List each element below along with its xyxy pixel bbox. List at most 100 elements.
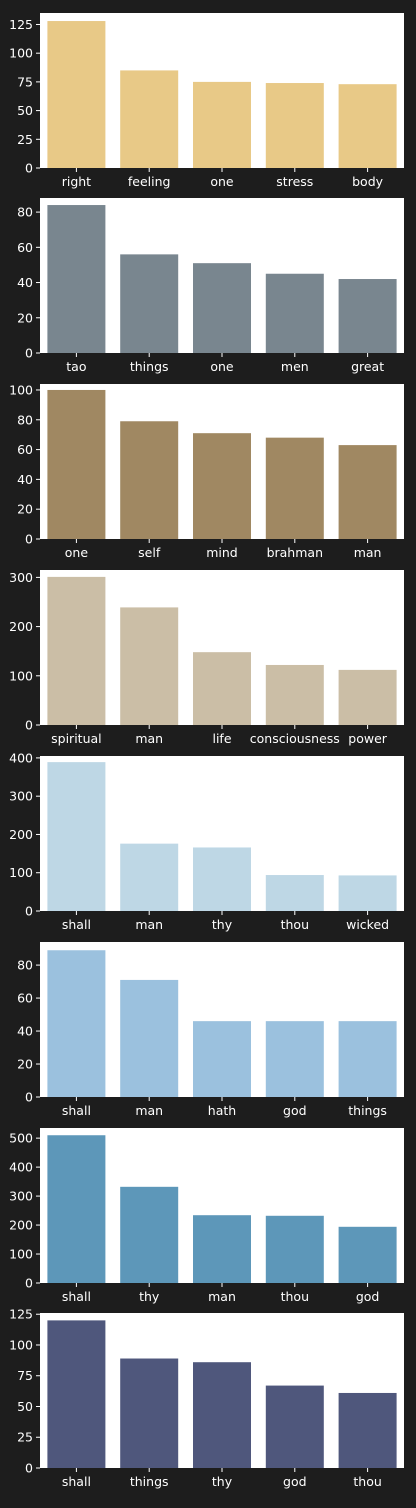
chart-2-x-tick-label-2: things xyxy=(130,359,169,374)
chart-8-y-tick-label-1: 0 xyxy=(25,1461,33,1476)
chart-6-bar-3 xyxy=(193,1021,251,1097)
chart-3-y-tick-label-1: 0 xyxy=(25,532,33,547)
chart-2-x-tick-label-4: men xyxy=(281,359,309,374)
chart-3-x-tick-label-2: self xyxy=(138,545,161,560)
chart-4-y-tick-label-4: 300 xyxy=(9,570,33,585)
chart-7-y-tick-label-5: 400 xyxy=(9,1160,33,1175)
chart-6-y-tick-label-2: 20 xyxy=(17,1057,33,1072)
chart-3-y-tick-label-2: 20 xyxy=(17,502,33,517)
chart-2-y-tick-label-5: 80 xyxy=(17,205,33,220)
chart-3-x-tick-label-5: man xyxy=(354,545,382,560)
chart-6-bar-4 xyxy=(265,1021,324,1097)
chart-3-bar-1 xyxy=(47,389,106,539)
chart-1-x-tick-label-3: one xyxy=(210,174,234,189)
chart-5-x-tick-label-2: man xyxy=(135,917,163,932)
chart-8-x-tick-label-2: things xyxy=(130,1474,169,1489)
chart-1-x-tick-label-5: body xyxy=(352,174,384,189)
chart-6-bar-2 xyxy=(120,979,179,1097)
chart-8-bar-5 xyxy=(338,1392,397,1468)
chart-6-y-tick-label-4: 60 xyxy=(17,991,33,1006)
chart-3-bar-3 xyxy=(193,433,251,539)
chart-7-y-tick-label-3: 200 xyxy=(9,1218,33,1233)
chart-7-bar-2 xyxy=(120,1186,179,1283)
chart-8-bar-3 xyxy=(193,1362,251,1468)
chart-2-y-tick-label-3: 40 xyxy=(17,275,33,290)
chart-4-bar-3 xyxy=(193,652,251,725)
chart-4-bar-2 xyxy=(120,607,179,725)
chart-1-bar-4 xyxy=(265,83,324,168)
chart-2-bar-1 xyxy=(47,205,106,353)
chart-8-x-tick-label-3: thy xyxy=(212,1474,233,1489)
chart-7-x-tick-label-1: shall xyxy=(62,1289,91,1304)
chart-5-bar-2 xyxy=(120,843,179,911)
chart-4-x-tick-label-4: consciousness xyxy=(250,731,340,746)
chart-2-x-tick-label-3: one xyxy=(210,359,234,374)
chart-2-y-tick-label-1: 0 xyxy=(25,346,33,361)
chart-1-y-tick-label-2: 25 xyxy=(17,132,33,147)
chart-3-bar-5 xyxy=(338,445,397,539)
chart-4-bar-1 xyxy=(47,576,106,725)
chart-6-x-tick-label-5: things xyxy=(348,1103,387,1118)
chart-5-x-tick-label-3: thy xyxy=(212,917,233,932)
chart-3-y-tick-label-5: 80 xyxy=(17,412,33,427)
chart-3-bar-4 xyxy=(265,437,324,539)
chart-8-bar-4 xyxy=(265,1385,324,1468)
chart-3-y-tick-label-4: 60 xyxy=(17,442,33,457)
chart-2-x-tick-label-5: great xyxy=(351,359,384,374)
chart-5-bar-5 xyxy=(338,875,397,911)
chart-4-y-tick-label-2: 100 xyxy=(9,668,33,683)
chart-5-bar-4 xyxy=(265,875,324,911)
chart-8-y-tick-label-3: 50 xyxy=(17,1399,33,1414)
chart-2-y-tick-label-2: 20 xyxy=(17,310,33,325)
chart-8-x-tick-label-5: thou xyxy=(353,1474,381,1489)
chart-4-x-tick-label-1: spiritual xyxy=(51,731,102,746)
chart-1-bar-2 xyxy=(120,70,179,168)
chart-6-x-tick-label-2: man xyxy=(135,1103,163,1118)
chart-1-y-tick-label-1: 0 xyxy=(25,161,33,176)
chart-1-y-tick-label-4: 75 xyxy=(17,74,33,89)
chart-1-bar-5 xyxy=(338,84,397,168)
chart-5-bar-3 xyxy=(193,847,251,911)
chart-7-x-tick-label-5: god xyxy=(356,1289,380,1304)
chart-3-x-tick-label-1: one xyxy=(65,545,89,560)
chart-5-x-tick-label-1: shall xyxy=(62,917,91,932)
chart-7-y-tick-label-6: 500 xyxy=(9,1131,33,1146)
chart-2-x-tick-label-1: tao xyxy=(66,359,86,374)
chart-7-y-tick-label-4: 300 xyxy=(9,1189,33,1204)
chart-2-bar-5 xyxy=(338,279,397,353)
chart-5-x-tick-label-5: wicked xyxy=(346,917,389,932)
chart-1-x-tick-label-2: feeling xyxy=(128,174,171,189)
chart-3-y-tick-label-6: 100 xyxy=(9,382,33,397)
chart-5-y-tick-label-1: 0 xyxy=(25,904,33,919)
chart-2-y-tick-label-4: 60 xyxy=(17,240,33,255)
chart-1-y-tick-label-6: 125 xyxy=(9,17,33,32)
chart-1-bar-1 xyxy=(47,21,106,169)
chart-8-bar-1 xyxy=(47,1320,106,1468)
chart-6-bar-1 xyxy=(47,950,106,1097)
chart-7-x-tick-label-2: thy xyxy=(139,1289,160,1304)
chart-5-y-tick-label-2: 100 xyxy=(9,865,33,880)
chart-4-bar-4 xyxy=(265,664,324,725)
chart-5-y-tick-label-3: 200 xyxy=(9,827,33,842)
chart-7-x-tick-label-4: thou xyxy=(281,1289,309,1304)
chart-1-y-tick-label-3: 50 xyxy=(17,103,33,118)
chart-2-bar-4 xyxy=(265,273,324,353)
chart-7-x-tick-label-3: man xyxy=(208,1289,236,1304)
chart-4-bar-5 xyxy=(338,669,397,725)
chart-7-bar-5 xyxy=(338,1226,397,1283)
chart-2-bar-3 xyxy=(193,263,251,353)
chart-1-bar-3 xyxy=(193,81,251,168)
chart-7-bar-1 xyxy=(47,1135,106,1283)
chart-4-y-tick-label-3: 200 xyxy=(9,619,33,634)
chart-3-x-tick-label-4: brahman xyxy=(267,545,323,560)
chart-5-y-tick-label-4: 300 xyxy=(9,789,33,804)
chart-4-x-tick-label-2: man xyxy=(135,731,163,746)
chart-5-y-tick-label-5: 400 xyxy=(9,750,33,765)
chart-7-bar-4 xyxy=(265,1215,324,1283)
chart-6-x-tick-label-3: hath xyxy=(208,1103,236,1118)
chart-6-y-tick-label-1: 0 xyxy=(25,1090,33,1105)
chart-6-y-tick-label-5: 80 xyxy=(17,958,33,973)
chart-3-bar-2 xyxy=(120,421,179,539)
chart-8-x-tick-label-1: shall xyxy=(62,1474,91,1489)
